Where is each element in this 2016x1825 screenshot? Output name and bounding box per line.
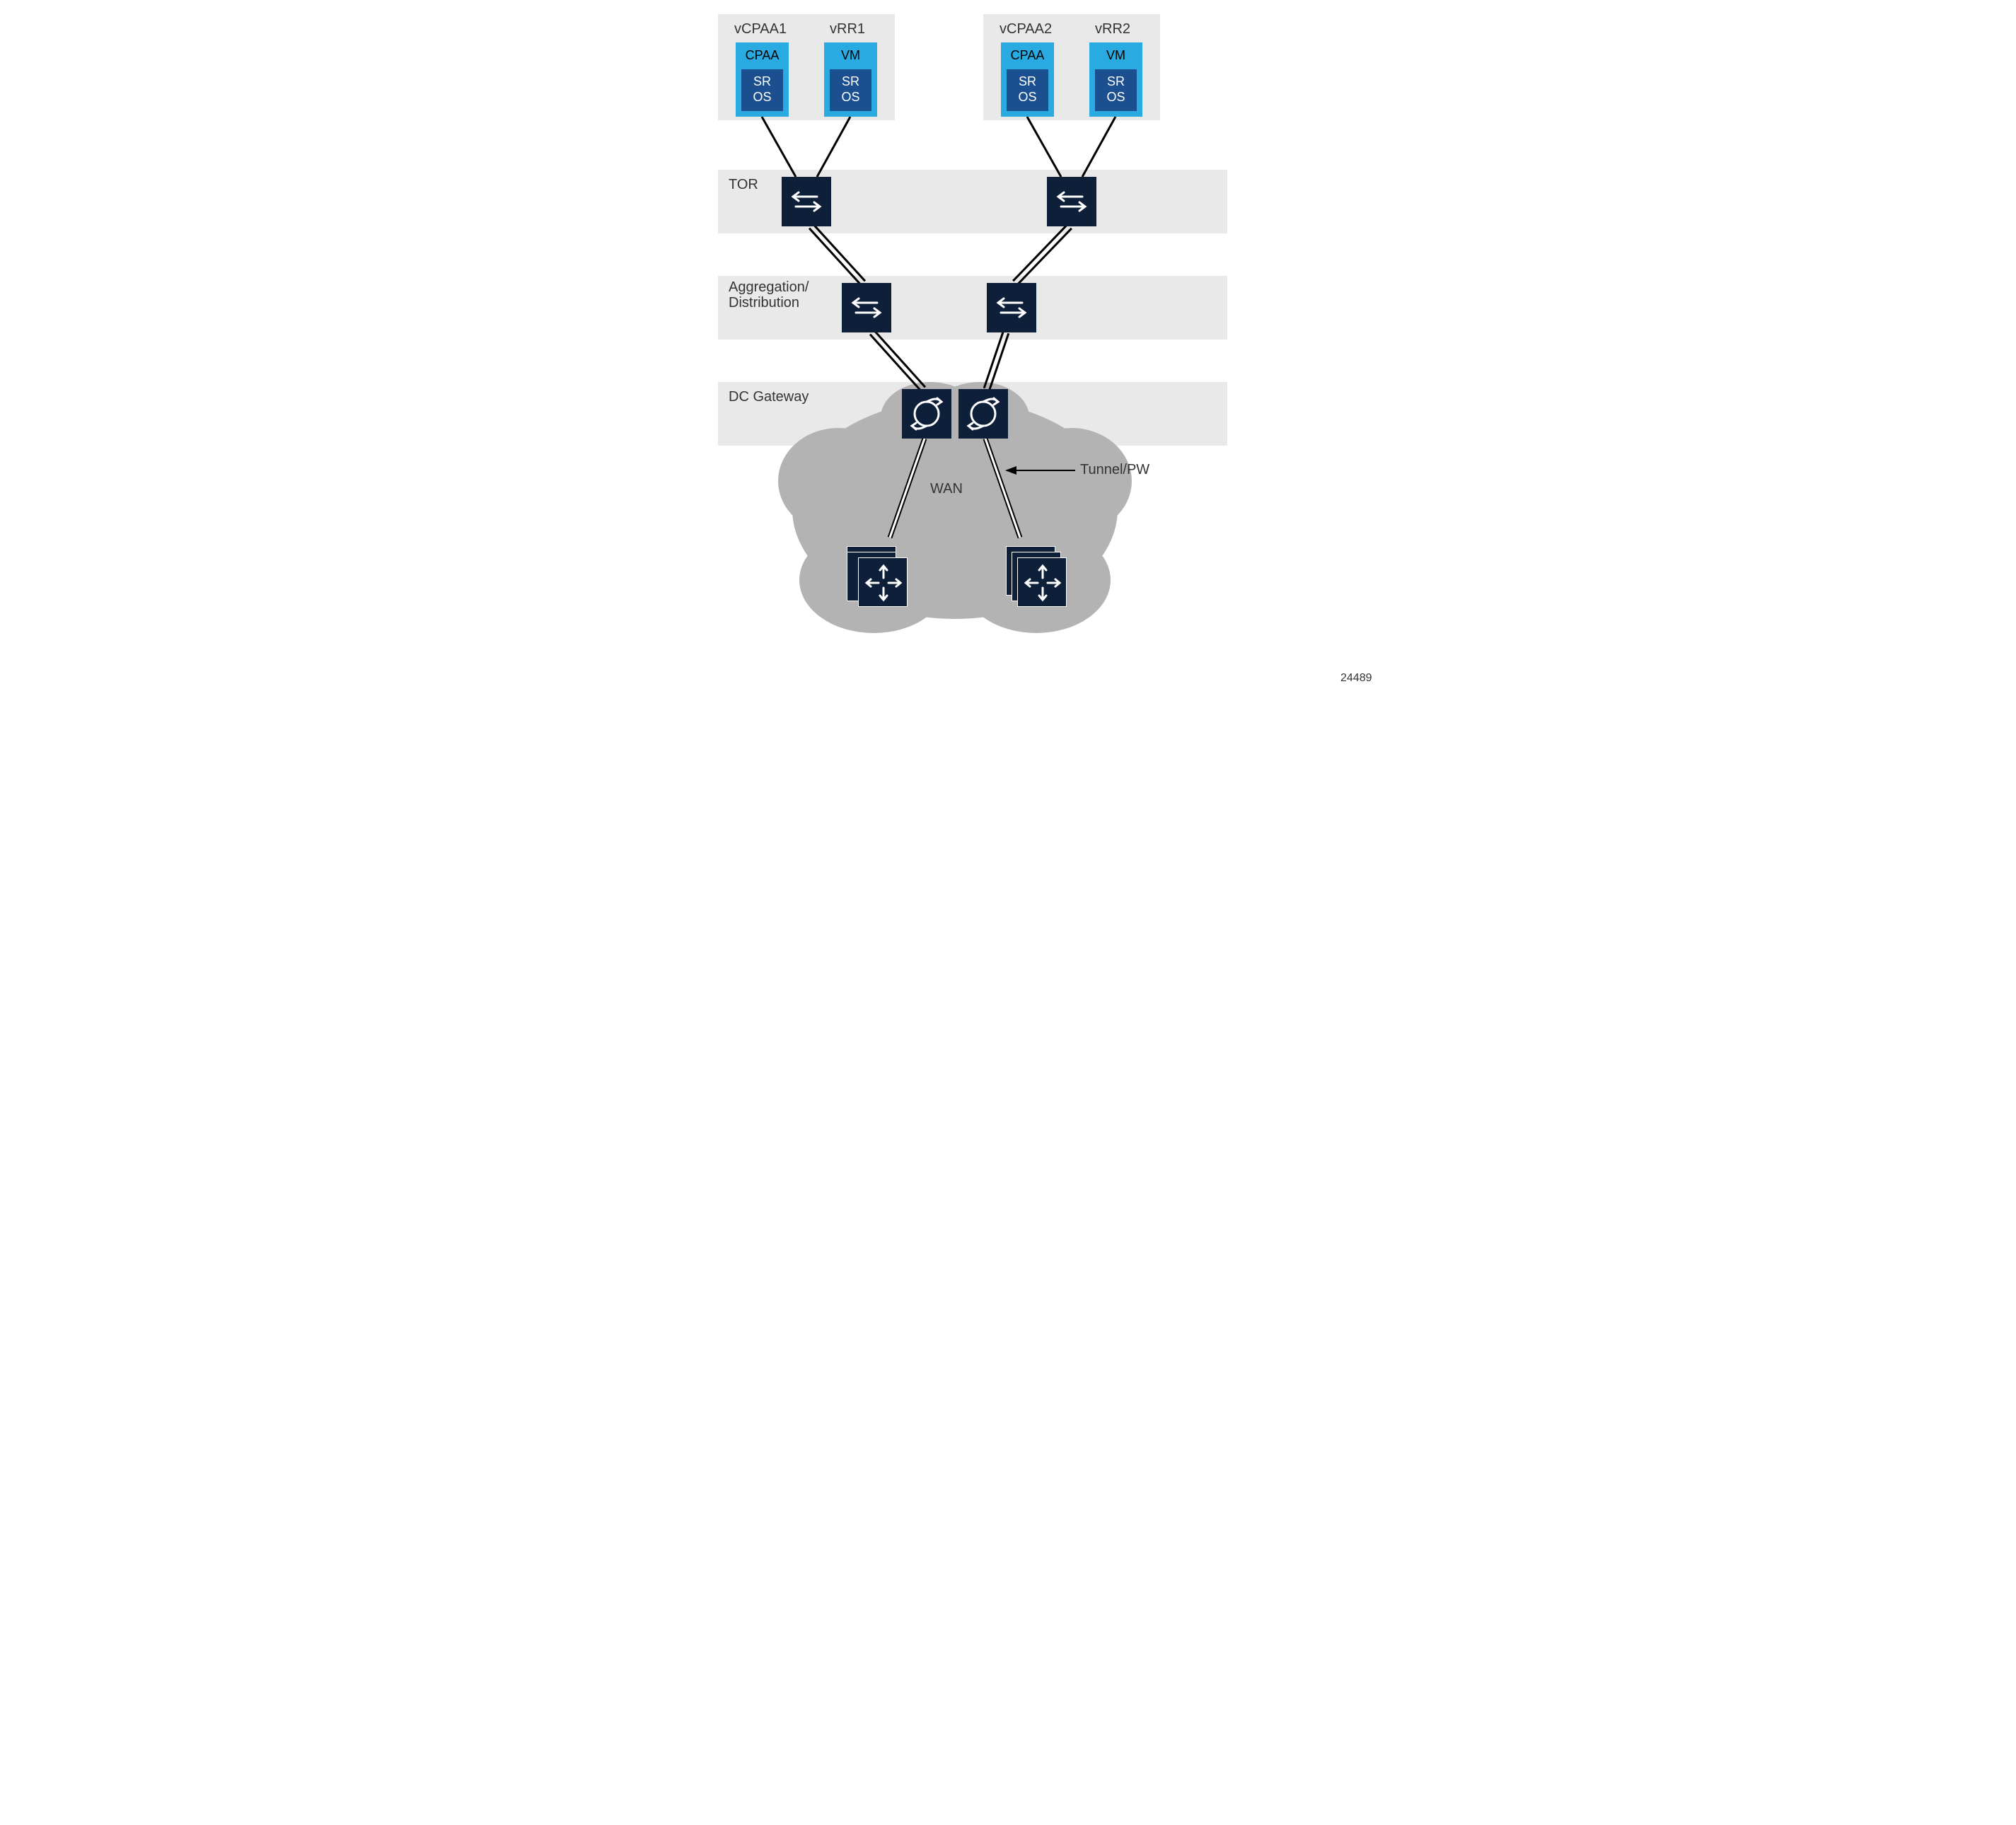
vcpaa1-inner-l2: OS: [753, 90, 771, 104]
vrr2-inner-l2: OS: [1106, 90, 1125, 104]
agg-label: Aggregation/ Distribution: [729, 279, 809, 311]
dcgw-router-right: [958, 389, 1008, 439]
router-icon: [902, 389, 951, 439]
pe-stack-right: [1006, 546, 1055, 596]
vrr1-inner-l2: OS: [841, 90, 859, 104]
vrr2-label: vRR2: [1095, 21, 1130, 37]
tor-switch-right: [1047, 177, 1096, 226]
vcpaa2-outer-label: CPAA: [1011, 48, 1045, 62]
vrr1-box: VM SR OS: [824, 42, 877, 117]
agg-switch-right: [987, 283, 1036, 332]
vcpaa2-label: vCPAA2: [1000, 21, 1052, 37]
vcpaa1-label: vCPAA1: [734, 21, 787, 37]
vrr2-outer-label: VM: [1106, 48, 1125, 62]
vrr1-inner: SR OS: [830, 69, 871, 111]
pe-stack-left: [847, 546, 896, 596]
vcpaa2-box: CPAA SR OS: [1001, 42, 1054, 117]
vcpaa2-inner: SR OS: [1007, 69, 1048, 111]
dcgw-router-left: [902, 389, 951, 439]
vcpaa1-inner-l1: SR: [753, 74, 771, 88]
figure-id: 24489: [1340, 672, 1372, 685]
cross-arrows-icon: [1018, 558, 1067, 608]
wan-label: WAN: [930, 481, 963, 497]
switch-icon: [842, 283, 891, 332]
vcpaa2-inner-l2: OS: [1018, 90, 1036, 104]
switch-icon: [1047, 177, 1096, 226]
vcpaa1-inner: SR OS: [741, 69, 783, 111]
vrr2-inner: SR OS: [1095, 69, 1137, 111]
vrr2-box: VM SR OS: [1089, 42, 1142, 117]
vcpaa1-box: CPAA SR OS: [736, 42, 789, 117]
vcpaa1-outer-label: CPAA: [746, 48, 780, 62]
tunnel-label: Tunnel/PW: [1080, 462, 1149, 478]
vrr2-inner-l1: SR: [1107, 74, 1125, 88]
vrr1-label: vRR1: [830, 21, 865, 37]
tor-label: TOR: [729, 177, 758, 193]
vcpaa2-inner-l1: SR: [1019, 74, 1036, 88]
agg-label-l1: Aggregation/: [729, 279, 809, 295]
agg-label-l2: Distribution: [729, 295, 799, 311]
router-icon: [958, 389, 1008, 439]
vrr1-outer-label: VM: [841, 48, 860, 62]
cross-arrows-icon: [859, 558, 908, 608]
tor-switch-left: [782, 177, 831, 226]
switch-icon: [987, 283, 1036, 332]
vrr1-inner-l1: SR: [842, 74, 859, 88]
diagram-canvas: vCPAA1 vRR1 vCPAA2 vRR2 CPAA SR OS VM SR…: [619, 0, 1397, 707]
dcgw-label: DC Gateway: [729, 389, 809, 405]
agg-switch-left: [842, 283, 891, 332]
switch-icon: [782, 177, 831, 226]
